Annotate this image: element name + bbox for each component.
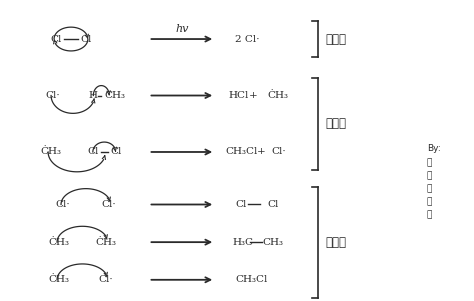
Text: ĊH₃: ĊH₃ bbox=[48, 275, 70, 284]
Text: ĊH₃: ĊH₃ bbox=[95, 238, 116, 247]
Text: 水: 水 bbox=[427, 210, 432, 219]
Text: H: H bbox=[88, 91, 97, 100]
Text: 链引发: 链引发 bbox=[326, 33, 346, 45]
Text: 2 Cl·: 2 Cl· bbox=[235, 35, 259, 44]
Text: Cl·: Cl· bbox=[101, 200, 116, 209]
Text: Cl: Cl bbox=[80, 35, 91, 44]
Text: Cl: Cl bbox=[50, 35, 62, 44]
Text: Cl: Cl bbox=[268, 200, 279, 209]
Text: 链增长: 链增长 bbox=[326, 117, 346, 130]
Text: +: + bbox=[248, 91, 257, 100]
Text: CH₃: CH₃ bbox=[263, 238, 284, 247]
Text: hv: hv bbox=[175, 24, 189, 34]
Text: H₃C: H₃C bbox=[232, 238, 253, 247]
Text: ĊH₃: ĊH₃ bbox=[48, 238, 70, 247]
Text: Cl·: Cl· bbox=[56, 200, 70, 209]
Text: Cl·: Cl· bbox=[272, 147, 286, 157]
Text: ĊH₃: ĊH₃ bbox=[268, 91, 289, 100]
Text: Cl: Cl bbox=[110, 147, 121, 157]
Text: +: + bbox=[256, 147, 265, 157]
Text: 子: 子 bbox=[427, 184, 432, 193]
Text: Cl: Cl bbox=[235, 200, 246, 209]
Text: 小: 小 bbox=[427, 158, 432, 167]
Text: By:: By: bbox=[427, 144, 441, 153]
Text: Cl·: Cl· bbox=[46, 91, 60, 100]
Text: CH₃Cl: CH₃Cl bbox=[235, 275, 267, 284]
Text: Cl: Cl bbox=[87, 147, 99, 157]
Text: CH₃Cl: CH₃Cl bbox=[225, 147, 257, 157]
Text: 分: 分 bbox=[427, 171, 432, 180]
Text: HCl: HCl bbox=[228, 91, 248, 100]
Text: Cl·: Cl· bbox=[99, 275, 113, 284]
Text: 链终止: 链终止 bbox=[326, 236, 346, 249]
Text: ĊH₃: ĊH₃ bbox=[41, 147, 62, 157]
Text: CH₃: CH₃ bbox=[104, 91, 125, 100]
Text: 团: 团 bbox=[427, 197, 432, 206]
